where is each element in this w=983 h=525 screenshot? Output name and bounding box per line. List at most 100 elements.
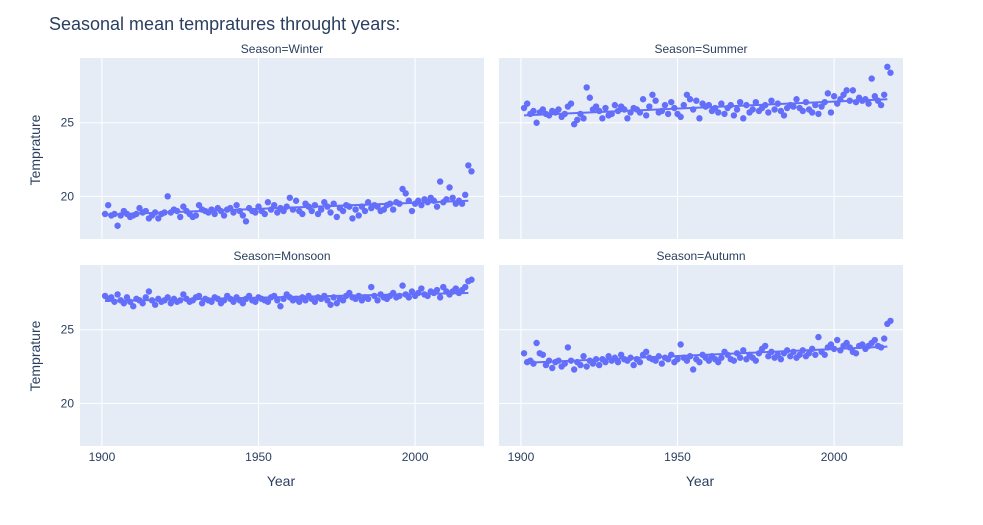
data-point [630,361,637,369]
data-point [280,207,287,215]
data-point [261,210,268,218]
data-point [592,103,600,110]
data-point [570,366,578,373]
data-point [402,190,409,197]
data-point [705,357,713,364]
data-point [458,200,466,207]
data-point [680,101,687,109]
data-point [636,358,644,366]
data-point [198,300,206,307]
data-point [649,91,656,98]
data-point [652,97,659,104]
data-point [446,184,453,191]
data-point [436,294,444,301]
data-point [333,300,341,307]
data-point [884,63,891,71]
data-point [674,355,681,363]
data-point [277,303,284,310]
data-point [242,218,250,225]
data-point [142,294,149,301]
data-point [799,107,806,115]
data-point [361,207,369,215]
x-tick-label: 1950 [664,450,691,464]
data-point [658,360,666,367]
data-point [602,358,609,366]
data-point [433,286,441,294]
data-point [815,110,822,118]
data-point [380,206,387,213]
data-point [881,91,888,98]
data-point [355,212,362,219]
data-point [408,288,416,295]
data-point [302,297,309,304]
x-tick-label: 2000 [821,450,848,464]
data-point [327,301,334,308]
data-point [520,104,528,112]
data-point [827,341,835,348]
data-point [433,203,441,210]
data-point [151,301,159,308]
data-point [311,298,319,305]
data-point [768,97,775,104]
data-point [652,357,659,364]
data-point [868,75,875,82]
data-point [780,112,788,119]
data-point [808,109,816,116]
data-point [602,104,609,112]
data-point [239,300,247,307]
data-point [136,204,143,212]
data-point [314,210,322,218]
data-point [580,115,587,122]
data-point [308,207,315,215]
data-point [114,291,121,298]
x-tick-label: 1900 [508,450,535,464]
facet-label-monsoon: Season=Monsoon [233,249,330,263]
data-point [752,357,760,364]
data-point [230,209,237,216]
data-point [762,342,769,350]
data-point [539,106,547,113]
data-point [192,212,200,219]
data-point [721,110,728,118]
data-point [686,96,694,103]
data-point [327,209,334,216]
data-point [440,283,447,291]
data-point [599,115,606,122]
data-point [715,109,722,116]
data-point [574,116,581,124]
data-point [683,91,691,98]
data-point [765,109,772,116]
data-point [389,206,397,213]
data-point [827,109,835,116]
data-point [730,112,738,119]
chart-title: Seasonal mean tempratures throught years… [49,14,400,34]
data-point [418,285,425,292]
data-point [583,363,590,370]
data-point [849,87,857,94]
data-point [436,178,444,185]
data-point [730,357,738,364]
data-point [646,103,653,110]
data-point [852,350,860,357]
data-point [317,206,325,213]
data-point [164,193,171,200]
y-tick-label: 25 [61,116,75,130]
data-point [324,297,331,304]
data-point [689,366,697,373]
data-point [145,288,153,295]
data-point [570,121,578,128]
data-point [752,98,760,106]
data-point [533,339,540,347]
data-point [520,350,528,357]
data-point [408,207,416,215]
data-point [155,215,162,222]
data-point [718,100,725,107]
data-point [374,297,381,304]
data-point [840,91,847,98]
data-point [292,197,300,204]
y-axis-label-bottom: Temprature [27,320,43,391]
data-point [180,291,187,298]
data-point [114,222,121,229]
data-point [718,354,725,361]
data-point [220,212,228,219]
